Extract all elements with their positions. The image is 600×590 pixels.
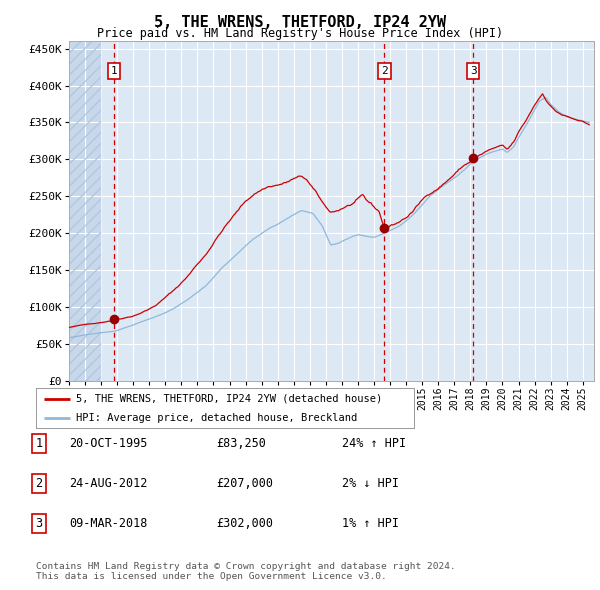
Bar <box>69 41 101 381</box>
Text: 09-MAR-2018: 09-MAR-2018 <box>69 517 148 530</box>
Text: 2% ↓ HPI: 2% ↓ HPI <box>342 477 399 490</box>
Text: £302,000: £302,000 <box>216 517 273 530</box>
Text: 1: 1 <box>110 66 118 76</box>
Text: 3: 3 <box>470 66 476 76</box>
Text: 2: 2 <box>35 477 43 490</box>
Text: 24-AUG-2012: 24-AUG-2012 <box>69 477 148 490</box>
Text: £207,000: £207,000 <box>216 477 273 490</box>
Text: 3: 3 <box>35 517 43 530</box>
Bar <box>69 41 101 381</box>
Text: 1% ↑ HPI: 1% ↑ HPI <box>342 517 399 530</box>
Text: 1: 1 <box>35 437 43 450</box>
Text: 20-OCT-1995: 20-OCT-1995 <box>69 437 148 450</box>
Text: 24% ↑ HPI: 24% ↑ HPI <box>342 437 406 450</box>
Text: 5, THE WRENS, THETFORD, IP24 2YW: 5, THE WRENS, THETFORD, IP24 2YW <box>154 15 446 30</box>
Text: Price paid vs. HM Land Registry's House Price Index (HPI): Price paid vs. HM Land Registry's House … <box>97 27 503 40</box>
Text: HPI: Average price, detached house, Breckland: HPI: Average price, detached house, Brec… <box>76 413 357 422</box>
Text: 2: 2 <box>381 66 388 76</box>
Text: 5, THE WRENS, THETFORD, IP24 2YW (detached house): 5, THE WRENS, THETFORD, IP24 2YW (detach… <box>76 394 382 404</box>
Text: Contains HM Land Registry data © Crown copyright and database right 2024.
This d: Contains HM Land Registry data © Crown c… <box>36 562 456 581</box>
Text: £83,250: £83,250 <box>216 437 266 450</box>
